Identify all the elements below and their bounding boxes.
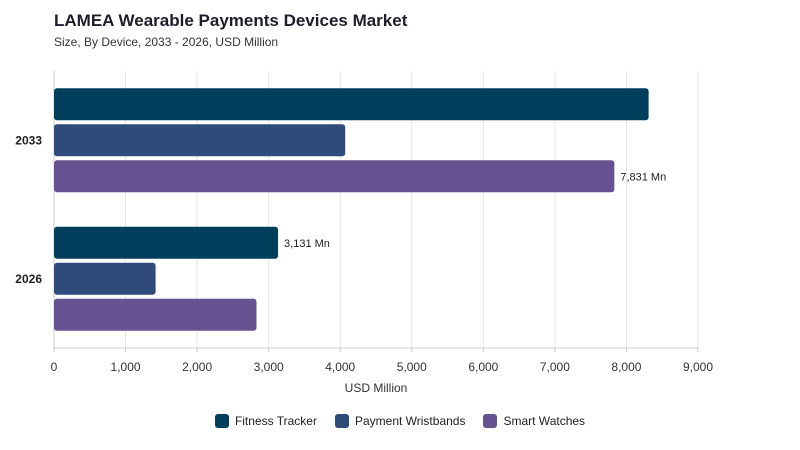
chart-title: LAMEA Wearable Payments Devices Market bbox=[54, 11, 408, 30]
legend-label: Payment Wristbands bbox=[354, 414, 466, 428]
legend-item-payment-wristbands[interactable]: Payment Wristbands bbox=[334, 414, 466, 428]
chart-subtitle: Size, By Device, 2033 - 2026, USD Millio… bbox=[54, 35, 279, 49]
x-tick-label: 8,000 bbox=[611, 360, 641, 374]
bar-fitness-tracker bbox=[54, 88, 649, 121]
x-tick-label: 0 bbox=[51, 360, 58, 374]
legend-swatch-smart-watches bbox=[483, 414, 498, 428]
x-tick-label: 5,000 bbox=[397, 360, 427, 374]
data-label: 3,131 Mn bbox=[284, 238, 330, 250]
legend-swatch-fitness-tracker bbox=[214, 414, 229, 428]
x-tick-label: 7,000 bbox=[540, 360, 570, 374]
x-tick-label: 3,000 bbox=[254, 360, 284, 374]
legend-swatch-payment-wristbands bbox=[334, 414, 349, 428]
legend-label: Smart Watches bbox=[503, 414, 586, 428]
data-label: 7,831 Mn bbox=[620, 171, 666, 183]
bar-fitness-tracker bbox=[54, 226, 279, 259]
x-tick-label: 6,000 bbox=[468, 360, 498, 374]
x-tick-label: 9,000 bbox=[683, 360, 713, 374]
bar-payment-wristbands bbox=[54, 262, 156, 295]
x-tick-label: 1,000 bbox=[111, 360, 141, 374]
x-tick-label: 4,000 bbox=[325, 360, 355, 374]
bar-payment-wristbands bbox=[54, 124, 346, 157]
legend-item-fitness-tracker[interactable]: Fitness Tracker bbox=[214, 414, 317, 428]
x-axis-label: USD Million bbox=[345, 381, 408, 395]
x-tick-label: 2,000 bbox=[182, 360, 212, 374]
y-category-label: 2026 bbox=[15, 272, 42, 286]
legend-label: Fitness Tracker bbox=[234, 414, 317, 428]
legend-item-smart-watches[interactable]: Smart Watches bbox=[483, 414, 585, 428]
bar-smart-watches bbox=[54, 160, 615, 193]
bar-smart-watches bbox=[54, 298, 257, 331]
y-category-label: 2033 bbox=[15, 133, 42, 147]
legend: Fitness Tracker Payment Wristbands Smart… bbox=[0, 414, 800, 428]
